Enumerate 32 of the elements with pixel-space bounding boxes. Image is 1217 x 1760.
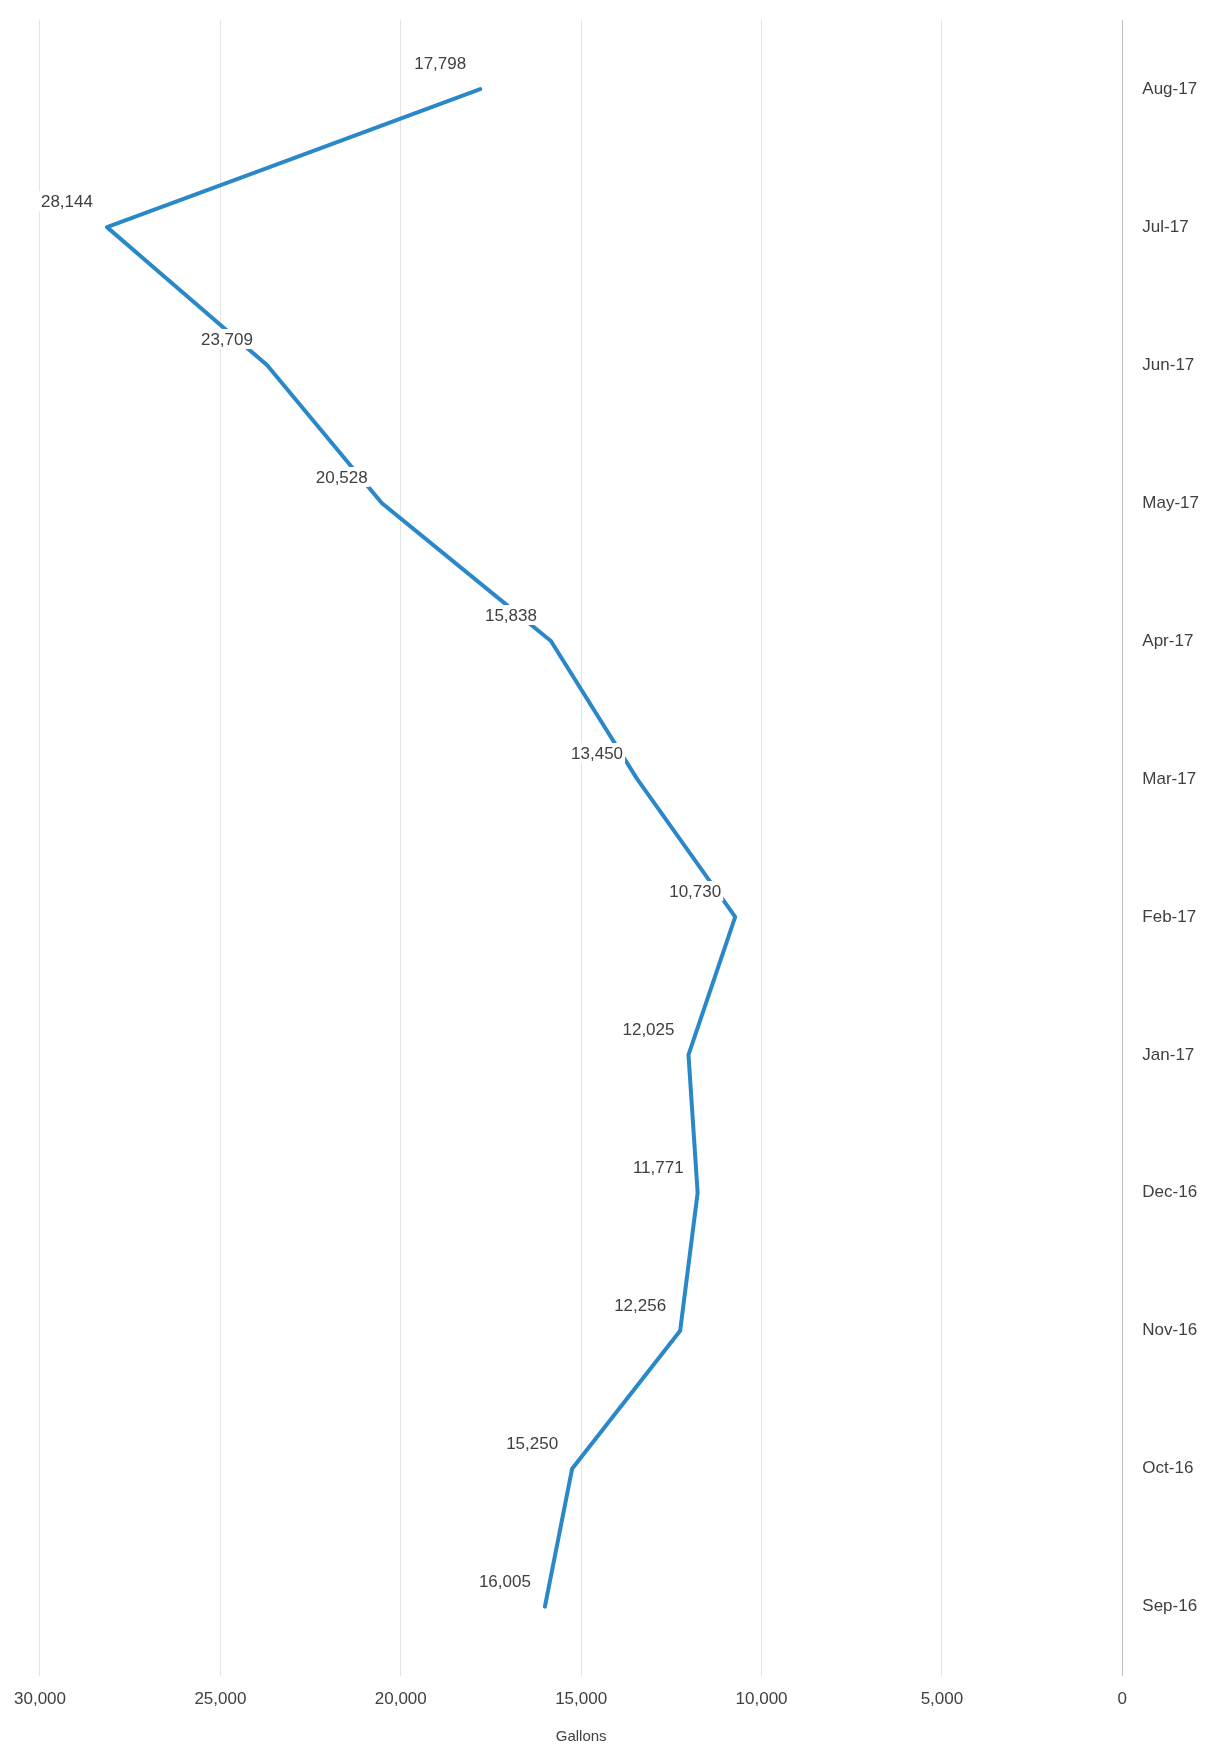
y-tick-label: May-17 [1142,492,1199,512]
data-label: 15,250 [506,1433,559,1453]
y-tick-label: Sep-16 [1142,1596,1198,1616]
data-label: 10,730 [669,882,722,902]
x-axis-title: Gallons [555,1727,607,1745]
y-tick-label: Jun-17 [1142,354,1195,374]
x-tick-label: 25,000 [194,1689,247,1709]
y-tick-label: Dec-16 [1142,1182,1198,1202]
y-tick-label: Nov-16 [1142,1320,1198,1340]
y-tick-label: Feb-17 [1142,906,1197,926]
x-tick-label: 0 [1117,1689,1128,1709]
data-label: 15,838 [484,606,537,626]
data-label: 20,528 [315,468,368,488]
y-tick-label: Aug-17 [1142,78,1198,98]
y-tick-label: Apr-17 [1142,630,1194,650]
x-tick-label: 20,000 [374,1689,427,1709]
x-tick-label: 10,000 [735,1689,788,1709]
x-tick-label: 15,000 [555,1689,608,1709]
data-label: 28,144 [40,192,93,212]
data-label: 16,005 [478,1571,531,1591]
x-tick-label: 30,000 [14,1689,66,1709]
y-tick-label: Jan-17 [1142,1044,1195,1064]
data-label: 11,771 [632,1157,684,1177]
y-tick-label: Jul-17 [1142,216,1189,236]
data-label: 12,025 [622,1020,675,1040]
x-tick-label: 5,000 [920,1689,964,1709]
data-label: 17,798 [414,54,467,74]
y-tick-label: Mar-17 [1142,768,1197,788]
data-label: 13,450 [571,744,624,764]
y-tick-label: Oct-16 [1142,1458,1194,1478]
data-label: 12,256 [614,1295,667,1315]
data-label: 23,709 [200,330,253,350]
